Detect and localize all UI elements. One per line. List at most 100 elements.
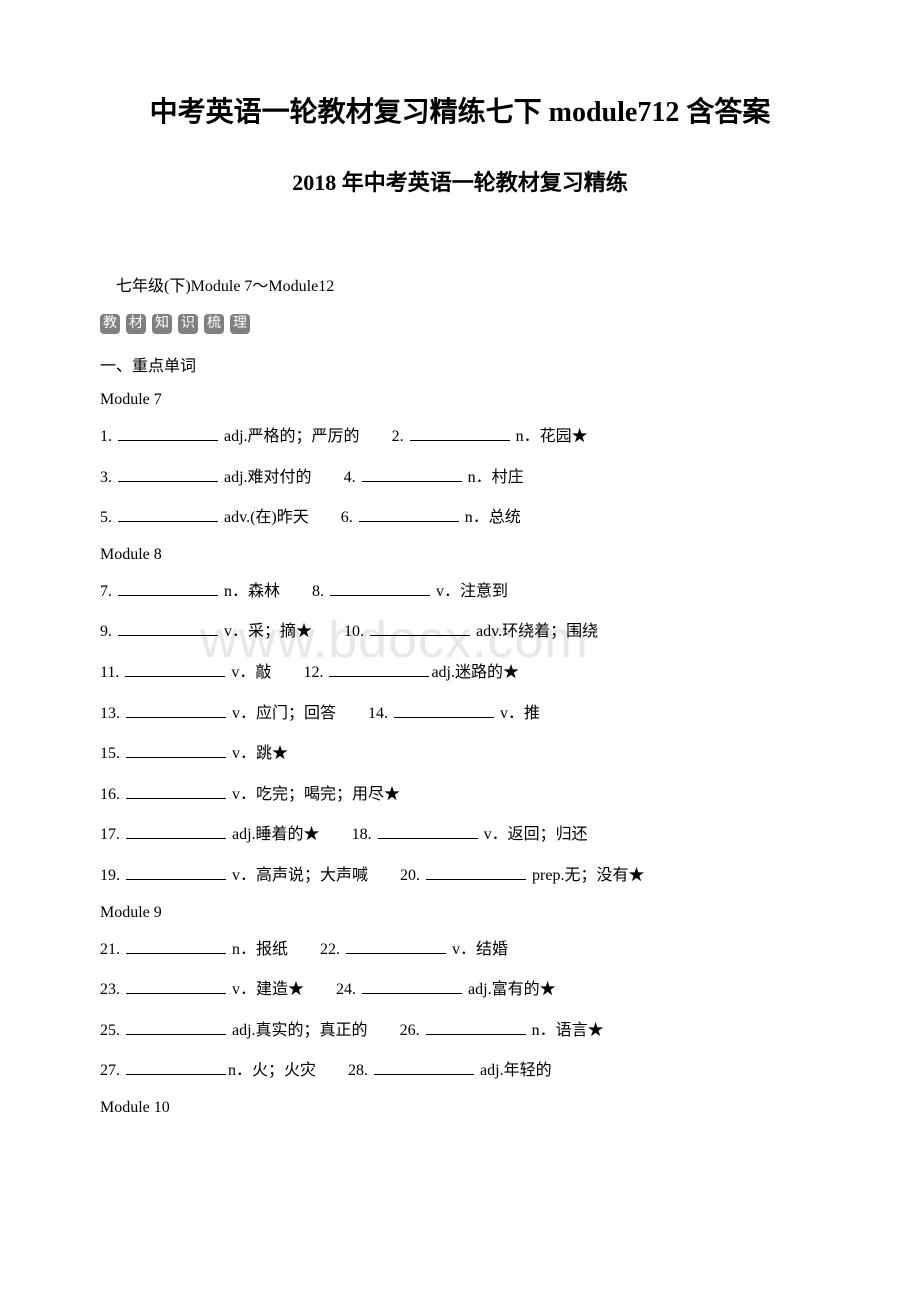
item-row: 11. v．敲 12. adj.迷路的★ <box>100 660 820 686</box>
item-gap <box>304 981 336 998</box>
item-row: 16. v．吃完；喝完；用尽★ <box>100 782 820 808</box>
fill-blank <box>426 864 526 880</box>
item-row: 15. v．跳★ <box>100 741 820 767</box>
item-text: adj.迷路的★ <box>431 664 519 681</box>
fill-blank <box>426 1019 526 1035</box>
item-text: n．语言★ <box>528 1022 604 1039</box>
item-row: 1. adj.严格的；严厉的 2. n．花园★ <box>100 424 820 450</box>
fill-blank <box>362 466 462 482</box>
module-label: Module 9 <box>100 904 820 922</box>
item-number: 4. <box>344 469 360 486</box>
item-row: 23. v．建造★ 24. adj.富有的★ <box>100 977 820 1003</box>
item-number: 28. <box>348 1062 372 1079</box>
fill-blank <box>410 425 510 441</box>
item-text: v．建造★ <box>228 981 304 998</box>
module-label: Module 8 <box>100 546 820 564</box>
item-row: 17. adj.睡着的★ 18. v．返回；归还 <box>100 822 820 848</box>
item-text: n．花园★ <box>512 428 588 445</box>
badge-char: 梳 <box>204 314 224 334</box>
fill-blank <box>378 823 478 839</box>
item-row: 19. v．高声说；大声喊 20. prep.无；没有★ <box>100 863 820 889</box>
item-number: 26. <box>400 1022 424 1039</box>
item-text: v．返回；归还 <box>480 826 588 843</box>
module-label: Module 7 <box>100 391 820 409</box>
fill-blank <box>126 742 226 758</box>
fill-blank <box>118 425 218 441</box>
item-text: adj.严格的；严厉的 <box>220 428 360 445</box>
fill-blank <box>118 620 218 636</box>
content-container: 中考英语一轮教材复习精练七下 module712 含答案 2018 年中考英语一… <box>100 90 820 1117</box>
item-gap <box>368 867 400 884</box>
item-gap <box>312 469 344 486</box>
item-number: 24. <box>336 981 360 998</box>
fill-blank <box>126 783 226 799</box>
fill-blank <box>118 506 218 522</box>
item-gap <box>271 664 303 681</box>
item-text: adj.年轻的 <box>476 1062 552 1079</box>
item-number: 23. <box>100 981 124 998</box>
item-text: n．报纸 <box>228 941 288 958</box>
fill-blank <box>126 978 226 994</box>
item-number: 27. <box>100 1062 124 1079</box>
item-number: 12. <box>303 664 327 681</box>
badge-char: 理 <box>230 314 250 334</box>
fill-blank <box>370 620 470 636</box>
fill-blank <box>330 580 430 596</box>
section-badge: 教 材 知 识 梳 理 <box>100 314 252 334</box>
item-number: 13. <box>100 705 124 722</box>
item-text: adv.(在)昨天 <box>220 509 309 526</box>
item-number: 22. <box>320 941 344 958</box>
item-number: 7. <box>100 583 116 600</box>
item-row: 25. adj.真实的；真正的 26. n．语言★ <box>100 1018 820 1044</box>
item-number: 17. <box>100 826 124 843</box>
modules-container: Module 7 1. adj.严格的；严厉的 2. n．花园★ 3. adj.难对… <box>100 391 820 1117</box>
item-text: v．应门；回答 <box>228 705 336 722</box>
item-text: prep.无；没有★ <box>528 867 644 884</box>
item-number: 15. <box>100 745 124 762</box>
item-number: 10. <box>344 623 368 640</box>
item-row: 7. n．森林 8. v．注意到 <box>100 579 820 605</box>
item-number: 8. <box>312 583 328 600</box>
fill-blank <box>329 661 429 677</box>
fill-blank <box>125 661 225 677</box>
item-number: 25. <box>100 1022 124 1039</box>
item-gap <box>336 705 368 722</box>
item-text: n．村庄 <box>464 469 524 486</box>
fill-blank <box>126 702 226 718</box>
section-title: 一、重点单词 <box>100 352 820 376</box>
item-number: 11. <box>100 664 123 681</box>
item-number: 1. <box>100 428 116 445</box>
item-gap <box>309 509 341 526</box>
item-gap <box>288 941 320 958</box>
item-text: adj.富有的★ <box>464 981 556 998</box>
item-number: 14. <box>368 705 392 722</box>
fill-blank <box>394 702 494 718</box>
item-gap <box>312 623 344 640</box>
item-number: 6. <box>341 509 357 526</box>
item-text: adj.睡着的★ <box>228 826 320 843</box>
fill-blank <box>126 1019 226 1035</box>
item-number: 19. <box>100 867 124 884</box>
item-text: v．结婚 <box>448 941 508 958</box>
item-text: adv.环绕着；围绕 <box>472 623 598 640</box>
item-number: 5. <box>100 509 116 526</box>
badge-char: 材 <box>126 314 146 334</box>
item-row: 3. adj.难对付的 4. n．村庄 <box>100 465 820 491</box>
item-text: v．注意到 <box>432 583 508 600</box>
item-row: 13. v．应门；回答 14. v．推 <box>100 701 820 727</box>
fill-blank <box>118 580 218 596</box>
item-number: 18. <box>352 826 376 843</box>
item-number: 16. <box>100 786 124 803</box>
item-text: n．总统 <box>461 509 521 526</box>
item-text: n．森林 <box>220 583 280 600</box>
fill-blank <box>359 506 459 522</box>
fill-blank <box>374 1059 474 1075</box>
item-row: 21. n．报纸 22. v．结婚 <box>100 937 820 963</box>
fill-blank <box>362 978 462 994</box>
item-row: 27. n．火；火灾 28. adj.年轻的 <box>100 1058 820 1084</box>
badge-char: 知 <box>152 314 172 334</box>
fill-blank <box>126 823 226 839</box>
item-number: 2. <box>392 428 408 445</box>
item-text: v．高声说；大声喊 <box>228 867 368 884</box>
item-number: 3. <box>100 469 116 486</box>
